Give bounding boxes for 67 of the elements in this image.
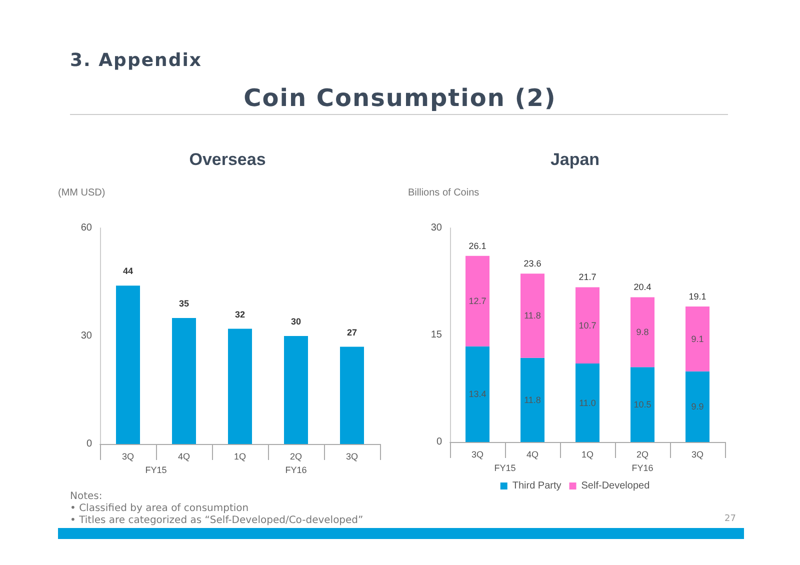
bar [466, 346, 490, 442]
x-tick-label: 2Q [636, 450, 649, 460]
x-tick-label: 3Q [346, 452, 358, 462]
data-label: 9.8 [636, 327, 649, 338]
text: FY16 [632, 463, 654, 473]
total-label: 21.7 [578, 272, 596, 282]
bar [576, 287, 600, 364]
data-label: 9.1 [691, 334, 704, 344]
data-label: 27 [346, 327, 358, 338]
chart-title: Overseas [189, 150, 266, 169]
x-tick-label: 3Q [691, 450, 704, 460]
data-label: 35 [178, 298, 190, 308]
text: FY15 [145, 465, 167, 475]
total-label: 19.1 [688, 291, 706, 302]
data-label: 12.7 [468, 296, 486, 306]
chart-title: Japan [550, 150, 600, 169]
text: Coin Consumption (2) [242, 84, 558, 112]
x-tick-label: 1Q [234, 452, 246, 462]
x-tick-label: 2Q [290, 452, 302, 462]
y-tick-label: 0 [86, 438, 92, 450]
bar [686, 371, 710, 442]
bar [172, 318, 196, 444]
text: FY16 [285, 465, 307, 475]
text: 3. Appendix [70, 50, 202, 71]
bar [630, 297, 654, 368]
y-tick-label: 30 [430, 222, 442, 234]
bar [520, 358, 544, 442]
data-label: 11.8 [524, 310, 541, 321]
bar [576, 364, 600, 442]
bar [340, 346, 364, 444]
bar [686, 306, 710, 372]
x-tick-label: 4Q [526, 450, 539, 460]
bar [284, 336, 308, 444]
bar [466, 256, 490, 346]
y-axis-title: Billions of Coins [408, 188, 480, 198]
bar [228, 328, 252, 444]
x-tick-label: 3Q [122, 452, 134, 462]
text: FY15 [494, 463, 516, 473]
data-label: 32 [234, 309, 246, 320]
data-label: 11.0 [579, 398, 596, 408]
data-label: 10.5 [634, 400, 652, 410]
y-tick-label: 0 [436, 436, 442, 448]
total-label: 26.1 [468, 240, 486, 251]
data-label: 10.7 [578, 320, 596, 330]
data-label: 44 [122, 266, 134, 276]
x-tick-label: 3Q [471, 450, 484, 460]
total-label: 20.4 [634, 282, 652, 292]
data-label: 30 [290, 316, 302, 326]
y-tick-label: 30 [80, 330, 92, 342]
bar [520, 274, 544, 358]
bar [116, 286, 140, 444]
y-axis-title: (MM USD) [58, 188, 106, 198]
x-tick-label: 4Q [178, 452, 190, 462]
bar [630, 367, 654, 442]
legend-label: Self-Developed [581, 480, 650, 492]
data-label: 9.9 [691, 402, 704, 412]
total-label: 23.6 [524, 258, 542, 269]
text: • Classified by area of consumption [70, 503, 250, 515]
x-tick-label: 1Q [581, 450, 594, 460]
text: 27 [724, 514, 736, 524]
legend-label: Third Party [512, 480, 562, 492]
data-label: 13.4 [468, 389, 486, 400]
text: Notes: [70, 491, 104, 503]
y-tick-label: 60 [80, 222, 92, 234]
text: • Titles are categorized as “Self-Developed/Co-developed” [70, 515, 364, 527]
y-tick-label: 15 [430, 330, 442, 340]
data-label: 11.8 [524, 394, 541, 405]
